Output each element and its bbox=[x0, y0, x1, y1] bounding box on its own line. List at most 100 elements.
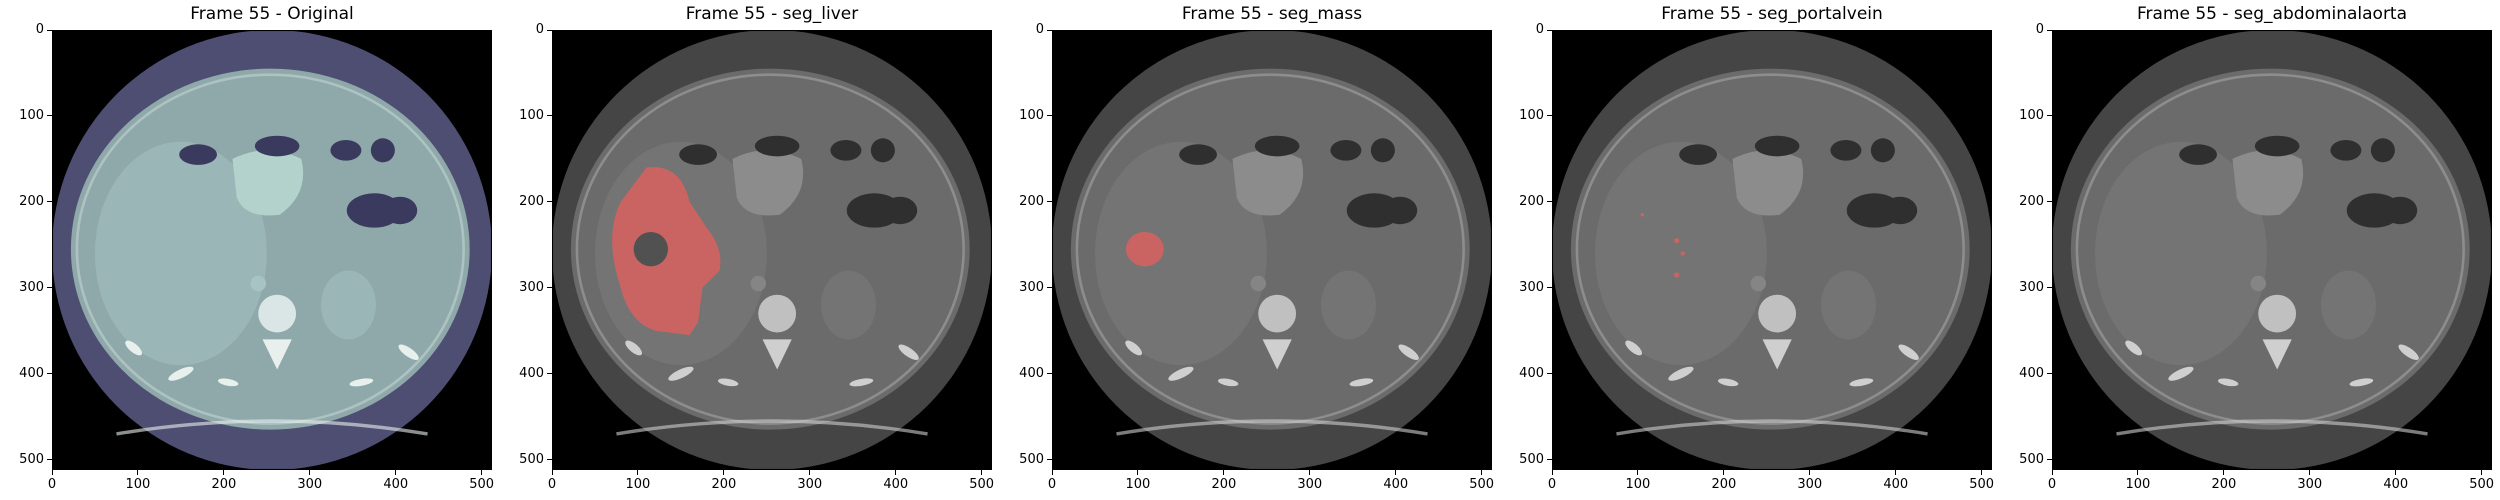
panel-original: Frame 55 - Original 0 100 200 300 400 500 0 100 2… bbox=[0, 0, 500, 500]
bowel-gas bbox=[179, 144, 217, 165]
y-tick-mark bbox=[2047, 459, 2052, 461]
x-tick-label: 500 bbox=[2469, 477, 2495, 492]
x-tick-label: 300 bbox=[297, 477, 323, 492]
stomach-region bbox=[1232, 150, 1304, 216]
spinous-process bbox=[2262, 339, 2292, 370]
mass-mask bbox=[1125, 231, 1164, 267]
aorta bbox=[250, 275, 266, 292]
x-tick-mark bbox=[1223, 470, 1225, 475]
y-tick-mark bbox=[1047, 373, 1052, 375]
skin-line bbox=[2075, 73, 2465, 425]
y-tick-mark bbox=[547, 287, 552, 289]
x-tick-mark bbox=[2481, 470, 2483, 475]
bowel-gas bbox=[1679, 144, 1717, 165]
y-tick-label: 100 bbox=[1019, 107, 1044, 123]
ct-anatomy bbox=[1052, 30, 1492, 470]
kidney-right bbox=[1683, 270, 1739, 340]
x-tick-mark bbox=[2137, 470, 2139, 475]
y-tick-mark bbox=[1547, 373, 1552, 375]
rib bbox=[1349, 378, 1374, 387]
rib bbox=[1849, 378, 1874, 387]
y-tick-mark bbox=[1047, 459, 1052, 461]
kidney-right bbox=[1183, 270, 1239, 340]
axes-frame bbox=[52, 30, 492, 470]
y-tick-label: 100 bbox=[519, 107, 544, 123]
x-tick-label: 0 bbox=[2047, 477, 2057, 492]
y-tick-mark bbox=[1047, 29, 1052, 31]
x-tick-label: 100 bbox=[2125, 477, 2151, 492]
y-tick-label: 200 bbox=[2019, 193, 2044, 209]
spinous-process bbox=[762, 339, 792, 370]
y-tick-mark bbox=[1047, 115, 1052, 117]
portalvein-mask bbox=[1640, 213, 1644, 217]
y-tick-mark bbox=[2047, 287, 2052, 289]
ct-image bbox=[1052, 30, 1492, 470]
x-tick-mark bbox=[2395, 470, 2397, 475]
bowel-gas bbox=[2382, 196, 2418, 225]
rib bbox=[2217, 378, 2239, 387]
scanner-table bbox=[616, 419, 928, 436]
y-tick-mark bbox=[1547, 287, 1552, 289]
y-tick-label: 100 bbox=[1519, 107, 1544, 123]
bowel-gas bbox=[382, 196, 418, 225]
x-tick-mark bbox=[2309, 470, 2311, 475]
portalvein-mask bbox=[1680, 251, 1685, 256]
y-tick-mark bbox=[1047, 287, 1052, 289]
ct-image bbox=[552, 30, 992, 470]
bowel-gas bbox=[882, 196, 918, 225]
bowel-gas bbox=[1330, 140, 1362, 161]
rib bbox=[1717, 378, 1739, 387]
kidney-left bbox=[820, 270, 876, 340]
x-tick-mark bbox=[2223, 470, 2225, 475]
y-tick-label: 0 bbox=[2035, 22, 2044, 37]
bowel-gas bbox=[2370, 138, 2395, 163]
x-tick-label: 100 bbox=[125, 477, 151, 492]
rib bbox=[1898, 344, 1919, 361]
ct-image bbox=[2052, 30, 2492, 470]
skin-line bbox=[75, 73, 465, 425]
aorta bbox=[750, 275, 766, 292]
y-tick-label: 500 bbox=[1519, 451, 1544, 467]
y-tick-mark bbox=[547, 373, 552, 375]
y-tick-mark bbox=[2047, 201, 2052, 203]
axes-frame bbox=[1552, 30, 1992, 470]
x-tick-label: 200 bbox=[1711, 477, 1737, 492]
y-tick-mark bbox=[2047, 373, 2052, 375]
y-tick-mark bbox=[547, 201, 552, 203]
x-tick-label: 400 bbox=[383, 477, 409, 492]
rib bbox=[898, 344, 919, 361]
x-tick-label: 500 bbox=[1969, 477, 1995, 492]
x-tick-mark bbox=[981, 470, 983, 475]
rib bbox=[125, 340, 143, 356]
rib bbox=[2125, 340, 2143, 356]
x-tick-mark bbox=[1637, 470, 1639, 475]
rib bbox=[849, 378, 874, 387]
x-tick-label: 200 bbox=[1211, 477, 1237, 492]
stomach-region bbox=[1732, 150, 1804, 216]
aorta bbox=[1250, 275, 1266, 292]
panel-title: Frame 55 - seg_portalvein bbox=[1661, 4, 1883, 24]
bowel-gas bbox=[1754, 135, 1800, 157]
y-tick-label: 500 bbox=[1019, 451, 1044, 467]
kidney-left bbox=[1820, 270, 1876, 340]
aorta bbox=[1750, 275, 1766, 292]
aorta bbox=[2250, 275, 2266, 292]
y-tick-mark bbox=[47, 459, 52, 461]
bowel-gas bbox=[1870, 138, 1895, 163]
x-tick-mark bbox=[1309, 470, 1311, 475]
x-tick-label: 400 bbox=[883, 477, 909, 492]
x-tick-mark bbox=[1481, 470, 1483, 475]
ct-anatomy bbox=[52, 30, 492, 470]
rib bbox=[1398, 344, 1419, 361]
x-tick-mark bbox=[137, 470, 139, 475]
vertebra bbox=[2258, 294, 2297, 333]
y-tick-mark bbox=[47, 115, 52, 117]
y-tick-label: 200 bbox=[1519, 193, 1544, 209]
panel-portalvein: Frame 55 - seg_portalvein 0 100 200 300 400 50… bbox=[1500, 0, 2000, 500]
y-tick-label: 400 bbox=[1019, 365, 1044, 381]
mass-hole bbox=[633, 231, 669, 267]
bowel-gas bbox=[1254, 135, 1300, 157]
y-tick-mark bbox=[2047, 29, 2052, 31]
rib bbox=[2398, 344, 2419, 361]
x-tick-label: 500 bbox=[969, 477, 995, 492]
